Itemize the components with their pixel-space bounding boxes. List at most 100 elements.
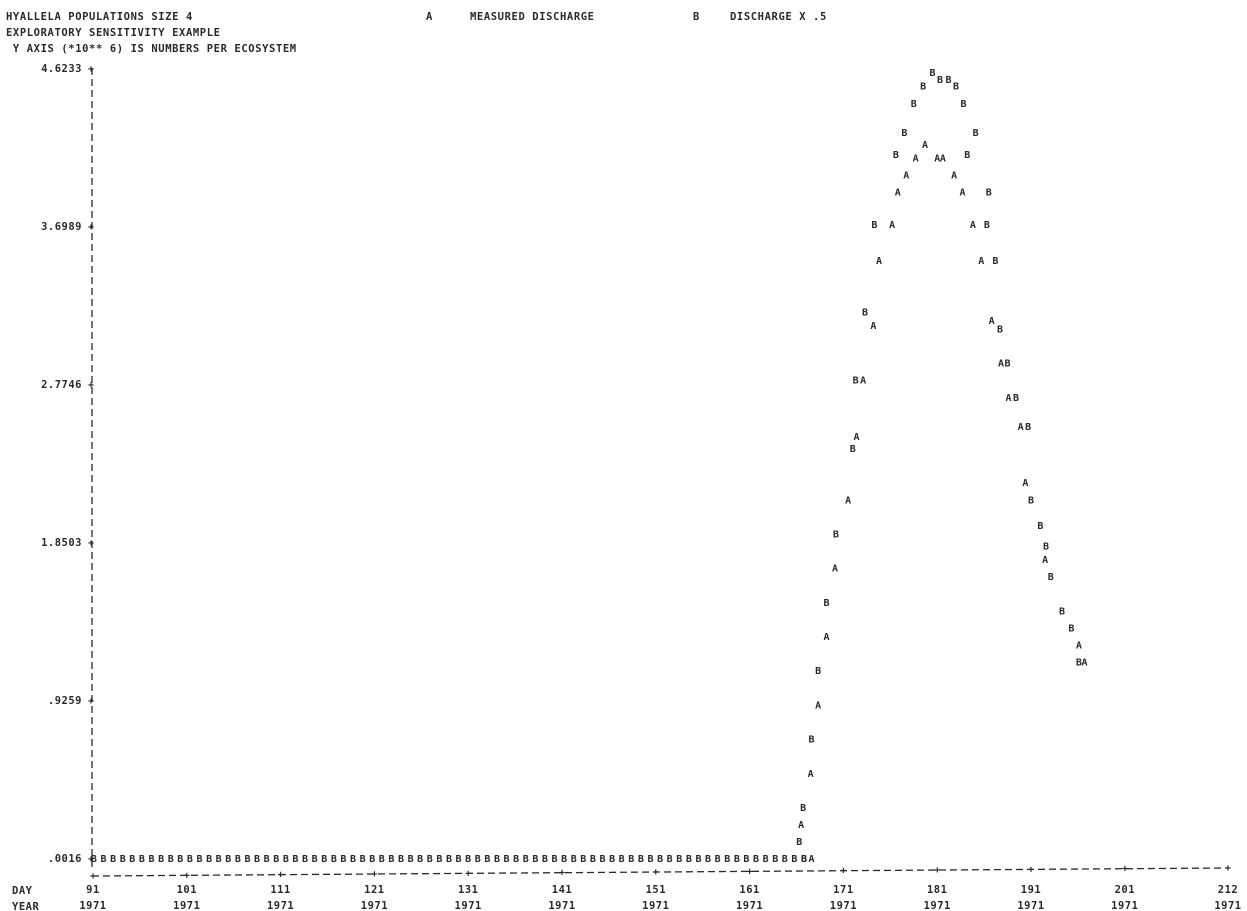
point-discharge-x-5: B <box>964 150 970 161</box>
point-discharge-x-5: B <box>475 854 481 865</box>
point-discharge-x-5: B <box>244 854 250 865</box>
point-discharge-x-5: B <box>705 854 711 865</box>
point-measured-discharge: A <box>1005 393 1011 404</box>
x-tick-label-day: 131 <box>458 884 478 896</box>
x-tick-label-year: 1971 <box>79 900 106 911</box>
x-tick-label-year: 1971 <box>548 900 575 911</box>
x-tick-label-day: 91 <box>86 884 100 896</box>
point-discharge-x-5: B <box>667 854 673 865</box>
point-discharge-x-5: B <box>695 854 701 865</box>
y-tick-mark: + <box>88 696 94 707</box>
point-discharge-x-5: B <box>853 376 859 387</box>
point-discharge-x-5: B <box>139 854 145 865</box>
point-discharge-x-5: B <box>871 220 877 231</box>
point-discharge-x-5: B <box>960 99 966 110</box>
point-discharge-x-5: B <box>676 854 682 865</box>
y-tick-label: .0016 <box>48 853 82 865</box>
point-measured-discharge: A <box>832 564 838 575</box>
y-tick-mark: + <box>88 854 94 865</box>
x-tick-mark: + <box>90 871 96 882</box>
point-measured-discharge: A <box>960 188 966 199</box>
x-tick-label-day: 191 <box>1021 884 1041 896</box>
point-discharge-x-5: B <box>91 854 97 865</box>
y-tick-mark: + <box>88 538 94 549</box>
x-tick-label-year: 1971 <box>736 900 763 911</box>
point-discharge-x-5: B <box>609 854 615 865</box>
x-tick-mark: + <box>653 867 659 878</box>
point-discharge-x-5: B <box>824 598 830 609</box>
point-discharge-x-5: B <box>379 854 385 865</box>
point-measured-discharge: A <box>978 256 984 267</box>
point-discharge-x-5: B <box>850 444 856 455</box>
point-discharge-x-5: B <box>945 75 951 86</box>
point-discharge-x-5: B <box>340 854 346 865</box>
point-discharge-x-5: B <box>350 854 356 865</box>
y-tick-mark: + <box>88 64 94 75</box>
point-discharge-x-5: B <box>809 735 815 746</box>
point-discharge-x-5: B <box>158 854 164 865</box>
point-discharge-x-5: B <box>800 803 806 814</box>
point-measured-discharge: A <box>940 153 946 164</box>
x-tick-mark: + <box>1225 863 1231 874</box>
x-row-label-day: DAY <box>12 885 33 897</box>
x-tick-label-day: 111 <box>270 884 290 896</box>
point-discharge-x-5: B <box>1048 572 1054 583</box>
x-tick-label-day: 181 <box>927 884 947 896</box>
point-discharge-x-5: B <box>494 854 500 865</box>
point-discharge-x-5: B <box>862 307 868 318</box>
point-measured-discharge: A <box>1022 478 1028 489</box>
y-tick-label: .9259 <box>48 695 82 707</box>
x-tick-label-year: 1971 <box>830 900 857 911</box>
point-measured-discharge: A <box>913 153 919 164</box>
y-axis-label: Y AXIS (*10** 6) IS NUMBERS PER ECOSYSTE… <box>6 43 297 55</box>
x-tick-mark: + <box>934 865 940 876</box>
x-tick-label-day: 161 <box>739 884 759 896</box>
point-discharge-x-5: B <box>801 854 807 865</box>
point-discharge-x-5: B <box>628 854 634 865</box>
x-tick-mark: + <box>371 869 377 880</box>
point-measured-discharge: A <box>815 700 821 711</box>
x-tick-mark: + <box>747 866 753 877</box>
point-discharge-x-5: B <box>321 854 327 865</box>
point-measured-discharge: A <box>1018 422 1024 433</box>
point-discharge-x-5: B <box>504 854 510 865</box>
point-discharge-x-5: B <box>523 854 529 865</box>
chart-title-line-1: HYALLELA POPULATIONS SIZE 4 <box>6 11 193 23</box>
point-measured-discharge: A <box>860 376 866 387</box>
point-discharge-x-5: B <box>997 324 1003 335</box>
point-discharge-x-5: B <box>815 666 821 677</box>
point-discharge-x-5: B <box>638 854 644 865</box>
x-tick-mark: + <box>278 870 284 881</box>
x-tick-label-day: 212 <box>1218 884 1238 896</box>
point-discharge-x-5: B <box>177 854 183 865</box>
point-discharge-x-5: B <box>619 854 625 865</box>
y-tick-mark: + <box>88 380 94 391</box>
y-tick-mark: + <box>88 222 94 233</box>
point-measured-discharge: A <box>809 854 815 865</box>
x-tick-mark: + <box>559 868 565 879</box>
point-discharge-x-5: B <box>571 854 577 865</box>
point-discharge-x-5: B <box>388 854 394 865</box>
point-discharge-x-5: B <box>1028 495 1034 506</box>
point-discharge-x-5: B <box>465 854 471 865</box>
x-tick-mark: + <box>465 868 471 879</box>
x-tick-mark: + <box>1028 864 1034 875</box>
x-tick-label-day: 121 <box>364 884 384 896</box>
point-discharge-x-5: B <box>331 854 337 865</box>
point-discharge-x-5: B <box>187 854 193 865</box>
point-measured-discharge: A <box>970 220 976 231</box>
point-discharge-x-5: B <box>743 854 749 865</box>
x-tick-label-year: 1971 <box>1214 900 1241 911</box>
point-discharge-x-5: B <box>264 854 270 865</box>
y-tick-label: 4.6233 <box>41 63 82 75</box>
point-measured-discharge: A <box>798 820 804 831</box>
point-discharge-x-5: B <box>1025 422 1031 433</box>
point-discharge-x-5: B <box>532 854 538 865</box>
point-discharge-x-5: B <box>360 854 366 865</box>
point-discharge-x-5: B <box>129 854 135 865</box>
point-measured-discharge: A <box>895 188 901 199</box>
point-discharge-x-5: B <box>782 854 788 865</box>
point-discharge-x-5: B <box>196 854 202 865</box>
point-measured-discharge: A <box>889 220 895 231</box>
x-tick-label-year: 1971 <box>173 900 200 911</box>
